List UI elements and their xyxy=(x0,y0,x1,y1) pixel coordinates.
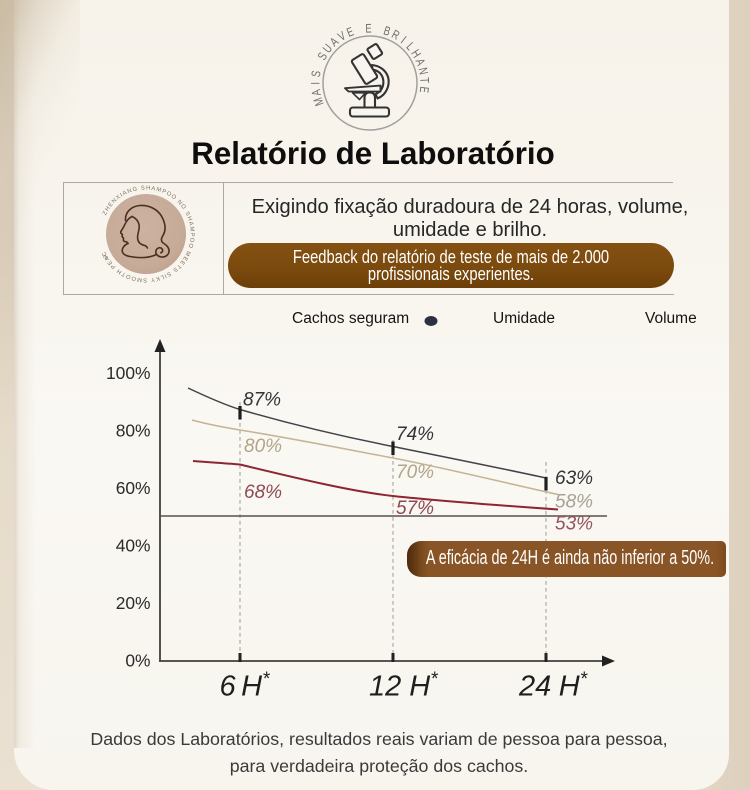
svg-text:57%: 57% xyxy=(396,498,434,519)
svg-text:60%: 60% xyxy=(116,478,151,498)
svg-text:100%: 100% xyxy=(106,363,150,383)
svg-text:R: R xyxy=(389,28,401,43)
svg-text:E: E xyxy=(345,25,356,40)
svg-text:58%: 58% xyxy=(555,492,593,513)
svg-text:53%: 53% xyxy=(555,514,593,535)
svg-text:40%: 40% xyxy=(116,536,151,556)
svg-text:24H*: 24 H* xyxy=(518,669,588,703)
svg-text:N: N xyxy=(415,66,430,76)
svg-text:70%: 70% xyxy=(396,462,434,483)
svg-text:S: S xyxy=(310,70,324,78)
svg-text:A: A xyxy=(310,88,325,97)
svg-text:I: I xyxy=(398,34,408,46)
svg-text:20%: 20% xyxy=(116,593,151,613)
svg-text:M: M xyxy=(312,95,327,107)
svg-text:68%: 68% xyxy=(244,482,282,503)
svg-text:63%: 63% xyxy=(555,468,593,489)
svg-text:12H*: 12 H* xyxy=(369,669,438,703)
svg-text:A: A xyxy=(412,57,427,68)
svg-text:87%: 87% xyxy=(243,390,281,411)
svg-text:I: I xyxy=(309,82,323,85)
svg-text:80%: 80% xyxy=(244,436,282,457)
svg-text:74%: 74% xyxy=(396,424,434,445)
svg-text:E: E xyxy=(365,22,372,36)
svg-text:E: E xyxy=(416,86,430,94)
svg-text:B: B xyxy=(382,24,392,39)
svg-text:6H*: 6 H* xyxy=(220,669,271,703)
svg-text:80%: 80% xyxy=(116,421,151,441)
svg-text:0%: 0% xyxy=(125,651,150,671)
svg-text:T: T xyxy=(417,77,431,84)
